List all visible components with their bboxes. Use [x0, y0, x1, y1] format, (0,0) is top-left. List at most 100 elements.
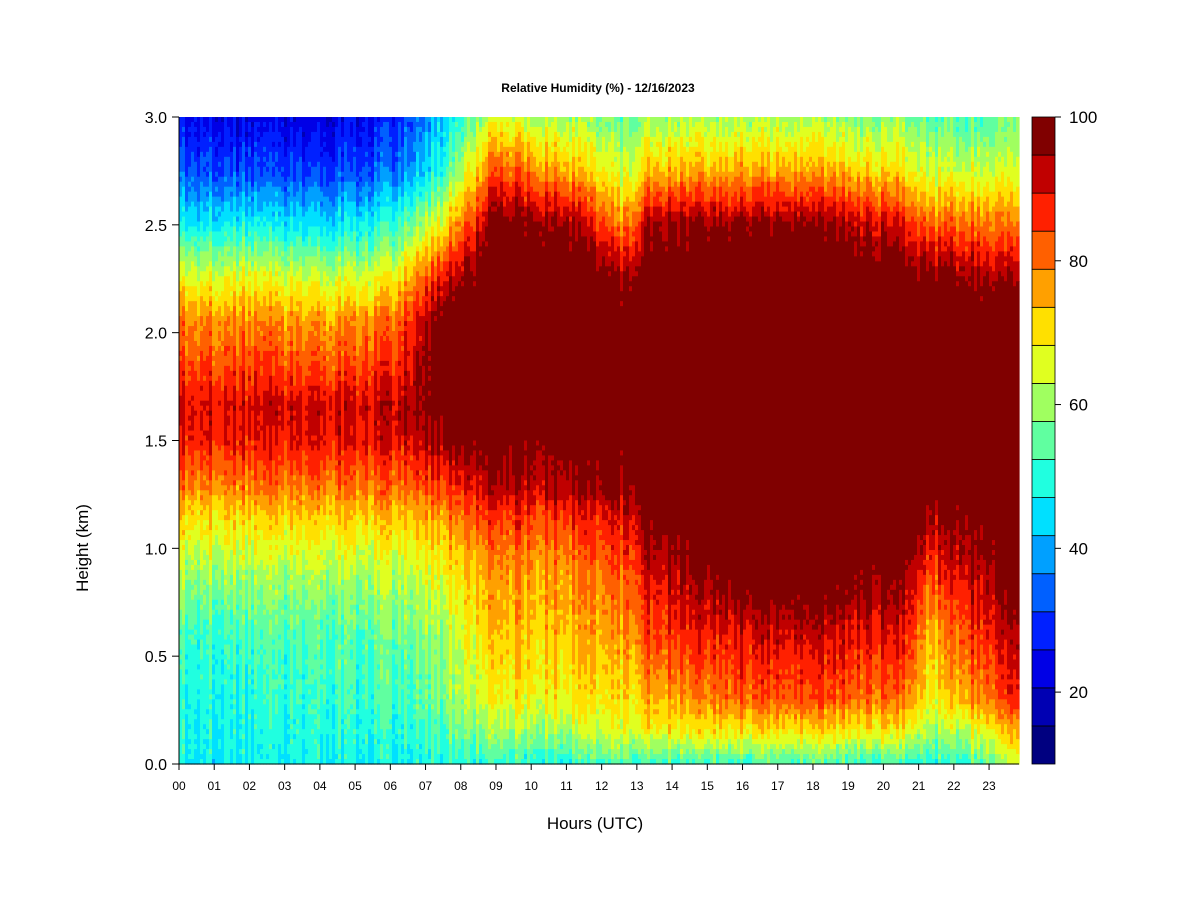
heatmap-cell	[581, 121, 585, 153]
heatmap-cell	[569, 211, 573, 218]
heatmap-cell	[452, 674, 456, 685]
heatmap-cell	[296, 316, 300, 352]
heatmap-cell	[572, 664, 576, 671]
heatmap-cell	[404, 505, 408, 531]
heatmap-cell	[584, 754, 588, 765]
heatmap-cell	[560, 545, 564, 571]
heatmap-cell	[374, 639, 378, 646]
heatmap-cell	[338, 350, 342, 372]
heatmap-cell	[260, 291, 264, 307]
heatmap-cell	[200, 221, 204, 238]
heatmap-cell	[524, 515, 528, 536]
heatmap-cell	[359, 345, 363, 377]
heatmap-cell	[260, 510, 264, 531]
heatmap-cell	[500, 654, 504, 666]
heatmap-cell	[215, 535, 219, 566]
heatmap-cell	[494, 206, 498, 213]
heatmap-cell	[548, 211, 552, 233]
heatmap-cell	[260, 375, 264, 407]
heatmap-cell	[221, 719, 225, 725]
heatmap-cell	[254, 495, 258, 501]
heatmap-cell	[200, 445, 204, 471]
heatmap-cell	[428, 759, 432, 765]
heatmap-cell	[350, 689, 354, 705]
heatmap-cell	[443, 131, 447, 138]
heatmap-cell	[224, 365, 228, 387]
heatmap-cell	[293, 739, 297, 760]
heatmap-cell	[233, 729, 237, 735]
heatmap-cell	[443, 480, 447, 501]
heatmap-cell	[428, 564, 432, 576]
heatmap-cell	[242, 574, 246, 581]
heatmap-cell	[329, 216, 333, 233]
heatmap-cell	[356, 395, 360, 452]
heatmap-cell	[395, 311, 399, 362]
heatmap-cell	[248, 719, 252, 765]
heatmap-cell	[422, 719, 426, 765]
heatmap-cell	[209, 117, 213, 138]
heatmap-cell	[380, 490, 384, 496]
heatmap-cell	[296, 609, 300, 616]
heatmap-cell	[326, 126, 330, 153]
heatmap-cell	[236, 450, 240, 481]
heatmap-cell	[398, 196, 402, 218]
heatmap-cell	[377, 530, 381, 536]
heatmap-cell	[581, 495, 585, 511]
heatmap-cell	[287, 624, 291, 631]
heatmap-cell	[530, 559, 534, 571]
heatmap-cell	[275, 196, 279, 203]
heatmap-cell	[308, 236, 312, 257]
heatmap-cell	[560, 614, 564, 621]
heatmap-cell	[251, 126, 255, 158]
heatmap-cell	[368, 211, 372, 228]
heatmap-cell	[377, 236, 381, 252]
heatmap-cell	[203, 559, 207, 566]
heatmap-cell	[308, 311, 312, 332]
heatmap-cell	[440, 450, 444, 457]
heatmap-cell	[239, 505, 243, 511]
heatmap-cell	[548, 126, 552, 148]
heatmap-cell	[197, 689, 201, 695]
heatmap-cell	[509, 186, 513, 203]
heatmap-cell	[446, 201, 450, 218]
heatmap-cell	[242, 171, 246, 193]
heatmap-cell	[416, 759, 420, 765]
heatmap-cell	[314, 266, 318, 282]
heatmap-cell	[524, 226, 528, 233]
heatmap-cell	[500, 579, 504, 631]
heatmap-cell	[443, 609, 447, 661]
heatmap-cell	[245, 465, 249, 486]
heatmap-cell	[533, 495, 537, 506]
heatmap-cell	[557, 554, 561, 561]
heatmap-cell	[224, 574, 228, 581]
heatmap-cell	[263, 390, 267, 452]
heatmap-cell	[299, 236, 303, 257]
heatmap-cell	[182, 515, 186, 531]
heatmap-cell	[503, 131, 507, 148]
heatmap-cell	[398, 420, 402, 452]
heatmap-cell	[317, 644, 321, 651]
heatmap-cell	[290, 579, 294, 586]
heatmap-cell	[497, 156, 501, 178]
heatmap-cell	[380, 221, 384, 243]
heatmap-cell	[575, 121, 579, 138]
heatmap-cell	[371, 375, 375, 457]
heatmap-cell	[314, 281, 318, 312]
heatmap-cell	[446, 729, 450, 735]
heatmap-cell	[359, 460, 363, 491]
heatmap-cell	[335, 286, 339, 292]
heatmap-cell	[389, 171, 393, 188]
heatmap-cell	[542, 171, 546, 183]
heatmap-cell	[284, 530, 288, 536]
heatmap-cell	[251, 674, 255, 680]
heatmap-cell	[563, 754, 567, 765]
heatmap-cell	[365, 380, 369, 392]
heatmap-cell	[224, 201, 228, 223]
heatmap-cell	[182, 335, 186, 347]
heatmap-cell	[281, 355, 285, 367]
heatmap-cell	[428, 609, 432, 626]
heatmap-cell	[581, 545, 585, 596]
heatmap-cell	[551, 609, 555, 626]
heatmap-cell	[203, 136, 207, 158]
heatmap-cell	[254, 619, 258, 626]
